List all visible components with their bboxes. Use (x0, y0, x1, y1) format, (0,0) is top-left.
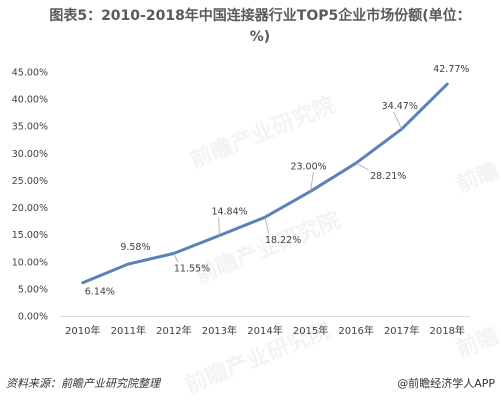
data-label: 11.55% (174, 263, 210, 274)
label-leader-line (264, 217, 270, 235)
y-tick-label: 45.00% (12, 68, 48, 79)
data-label: 23.00% (290, 161, 326, 172)
x-tick-label: 2016年 (338, 324, 373, 337)
y-tick-label: 20.00% (12, 203, 48, 214)
label-leaders (173, 111, 403, 263)
y-tick-label: 15.00% (12, 230, 48, 241)
chart-title: 图表5：2010-2018年中国连接器行业TOP5企业市场份额(单位：%) (49, 8, 471, 45)
data-labels: 6.14% 9.58% 11.55% 14.84% 18.22% 23.00% 28.21%… (85, 64, 470, 298)
label-leader-line (355, 162, 369, 171)
label-leader-line (173, 253, 179, 263)
data-label: 28.21% (370, 171, 406, 182)
x-tick-label: 2011年 (111, 324, 146, 337)
x-tick-label: 2012年 (156, 324, 191, 337)
y-tick-label: 35.00% (12, 122, 48, 133)
data-label: 14.84% (211, 207, 247, 218)
y-tick-label: 30.00% (12, 149, 48, 160)
x-tick-label: 2015年 (293, 324, 328, 337)
x-tick-label: 2018年 (429, 324, 464, 337)
line-chart: 0.00% 5.00% 10.00% 15.00% 20.00% 25.00% 30.00%… (12, 64, 470, 337)
data-label: 18.22% (265, 235, 301, 246)
y-tick-label: 5.00% (18, 284, 48, 295)
data-label: 6.14% (85, 287, 115, 298)
y-tick-label: 10.00% (12, 257, 48, 268)
data-label: 34.47% (382, 101, 418, 112)
x-tick-label: 2013年 (202, 324, 237, 337)
label-leader-line (310, 172, 314, 192)
brand-label: @前瞻经济学人APP (397, 377, 495, 390)
x-tick-label: 2010年 (65, 324, 100, 337)
data-label: 9.58% (120, 242, 150, 253)
label-leader-line (393, 111, 403, 130)
source-note: 资料来源：前瞻产业研究院整理 (6, 377, 160, 390)
y-tick-label: 25.00% (12, 176, 48, 187)
y-tick-label: 40.00% (12, 95, 48, 106)
x-tick-label: 2017年 (384, 324, 419, 337)
label-leader-line (218, 217, 220, 236)
x-axis: 2010年 2011年 2012年 2013年 2014年 2015年 2016年 2017年… (65, 324, 465, 337)
x-tick-label: 2014年 (247, 324, 282, 337)
y-tick-label: 0.00% (18, 312, 48, 323)
y-axis: 0.00% 5.00% 10.00% 15.00% 20.00% 25.00% 30.00%… (12, 68, 48, 323)
data-label: 42.77% (433, 64, 469, 75)
